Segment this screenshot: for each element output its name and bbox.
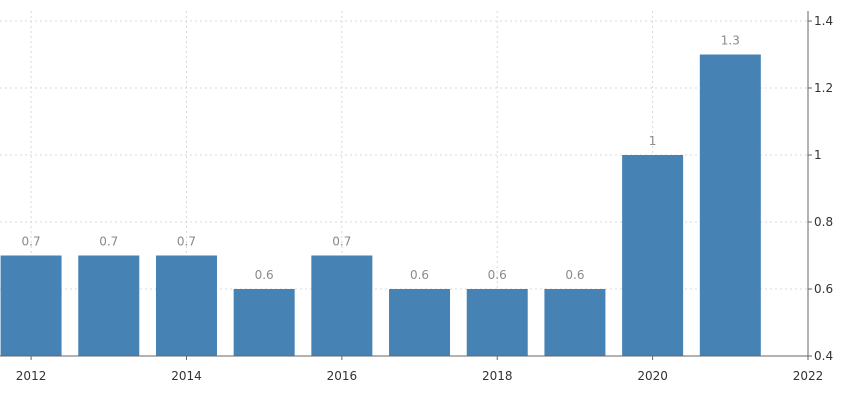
y-tick-label: 0.8 xyxy=(814,215,833,229)
bar xyxy=(622,155,684,356)
x-tick-label: 2020 xyxy=(637,369,668,383)
bar xyxy=(389,289,451,356)
bar xyxy=(233,289,295,356)
data-label: 0.6 xyxy=(255,268,274,282)
y-tick-label: 1.4 xyxy=(814,14,833,28)
data-label: 0.6 xyxy=(488,268,507,282)
data-label: 0.7 xyxy=(99,235,118,249)
bar xyxy=(466,289,528,356)
x-tick-label: 2014 xyxy=(171,369,202,383)
bar xyxy=(311,255,373,356)
x-tick-label: 2012 xyxy=(16,369,47,383)
data-label: 0.7 xyxy=(22,235,41,249)
bar-layer xyxy=(0,54,761,356)
x-tick-label: 2022 xyxy=(793,369,824,383)
y-tick-label: 0.4 xyxy=(814,349,833,363)
data-label: 0.7 xyxy=(332,235,351,249)
y-tick-label: 1.2 xyxy=(814,81,833,95)
bar xyxy=(544,289,606,356)
data-label: 0.6 xyxy=(410,268,429,282)
data-label: 0.6 xyxy=(565,268,584,282)
axis-layer: 0.4 0.6 0.8 1 1.2 1.4 2012 2014 2016 2018 2020 2022 xyxy=(0,11,833,383)
y-tick-label: 1 xyxy=(814,148,822,162)
bar xyxy=(0,255,62,356)
data-label-layer: 0.7 0.7 0.7 0.6 0.7 0.6 0.6 0.6 1 1.3 xyxy=(22,34,740,283)
x-tick-label: 2016 xyxy=(327,369,358,383)
bar xyxy=(78,255,140,356)
data-label: 1 xyxy=(649,134,657,148)
x-tick-label: 2018 xyxy=(482,369,513,383)
bar xyxy=(155,255,217,356)
data-label: 0.7 xyxy=(177,235,196,249)
bar xyxy=(699,54,761,356)
data-label: 1.3 xyxy=(721,34,740,48)
y-tick-label: 0.6 xyxy=(814,282,833,296)
